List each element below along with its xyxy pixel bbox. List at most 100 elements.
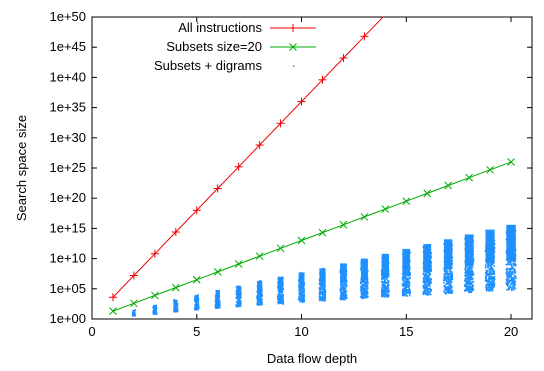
data-point <box>363 282 365 284</box>
data-column <box>444 239 453 270</box>
data-point <box>360 290 363 292</box>
data-point <box>447 283 450 285</box>
data-point <box>423 275 426 278</box>
data-point <box>511 285 514 287</box>
data-point <box>384 288 387 290</box>
data-point <box>514 270 517 272</box>
data-point <box>448 290 451 293</box>
data-point <box>381 281 383 284</box>
data-point <box>447 275 449 277</box>
data-point <box>443 273 446 275</box>
data-point <box>234 260 243 268</box>
data-point <box>447 291 449 293</box>
data-point <box>171 228 180 237</box>
data-point <box>405 294 407 296</box>
data-point <box>444 289 447 291</box>
data-point <box>259 301 261 303</box>
data-point <box>508 279 511 282</box>
data-point <box>321 292 323 294</box>
data-point <box>429 272 432 275</box>
data-point <box>470 283 473 286</box>
y-tick-label: 1e+15 <box>49 220 86 235</box>
data-point <box>447 276 449 279</box>
series-2 <box>131 224 517 317</box>
data-point <box>467 266 470 269</box>
data-point <box>342 293 344 295</box>
data-point <box>406 283 409 285</box>
data-point <box>465 173 473 182</box>
data-point <box>445 274 447 276</box>
data-point <box>490 285 492 287</box>
data-point <box>175 309 177 312</box>
data-point <box>470 286 472 288</box>
data-point <box>464 267 467 269</box>
data-point <box>365 280 368 282</box>
data-point <box>381 293 383 295</box>
data-point <box>404 294 406 297</box>
data-point <box>362 296 364 299</box>
data-point <box>240 301 242 304</box>
data-point <box>173 310 176 312</box>
data-point <box>280 295 282 297</box>
data-point <box>466 275 468 278</box>
data-point <box>449 280 452 282</box>
data-point <box>425 292 428 294</box>
data-column <box>257 280 263 295</box>
data-point <box>488 276 490 278</box>
data-point <box>426 287 428 288</box>
data-point <box>301 293 302 295</box>
data-point <box>446 276 448 278</box>
data-point <box>513 287 516 289</box>
data-point <box>301 294 302 296</box>
data-point <box>510 265 513 267</box>
data-point <box>510 289 513 291</box>
data-point <box>258 303 261 306</box>
data-point <box>507 261 509 264</box>
data-point <box>345 283 347 285</box>
data-point <box>343 298 345 301</box>
data-point <box>341 283 344 285</box>
data-point <box>382 285 384 287</box>
data-column <box>402 248 411 275</box>
data-point <box>341 295 344 298</box>
data-point <box>425 274 427 277</box>
data-point <box>429 279 432 281</box>
data-point <box>362 294 364 297</box>
data-point <box>155 312 158 314</box>
data-point <box>422 279 425 281</box>
data-point <box>485 273 488 276</box>
data-point <box>151 291 159 300</box>
data-point <box>465 266 467 268</box>
data-point <box>218 303 220 306</box>
data-point <box>259 297 262 299</box>
data-point <box>279 300 282 302</box>
data-point <box>450 281 453 283</box>
data-point <box>446 286 448 288</box>
data-point <box>299 293 302 296</box>
data-point <box>445 270 447 273</box>
y-axis-label: Search space size <box>14 115 29 221</box>
data-point <box>300 300 302 303</box>
data-point <box>451 278 453 280</box>
data-point <box>470 283 472 285</box>
data-point <box>487 262 490 265</box>
data-point <box>386 280 389 283</box>
data-point <box>260 296 262 298</box>
data-point <box>470 287 473 289</box>
data-point <box>506 263 508 266</box>
data-point <box>109 307 117 316</box>
data-point <box>450 271 452 273</box>
data-point <box>508 268 510 270</box>
data-point <box>280 302 282 304</box>
data-point <box>512 283 514 285</box>
data-point <box>424 273 427 275</box>
data-point <box>472 280 475 283</box>
data-point <box>486 279 489 281</box>
data-point <box>489 288 491 290</box>
data-point <box>238 299 240 301</box>
data-point <box>259 300 261 302</box>
data-point <box>489 263 491 266</box>
data-point <box>423 286 425 289</box>
data-point <box>424 289 426 292</box>
data-point <box>387 287 389 289</box>
